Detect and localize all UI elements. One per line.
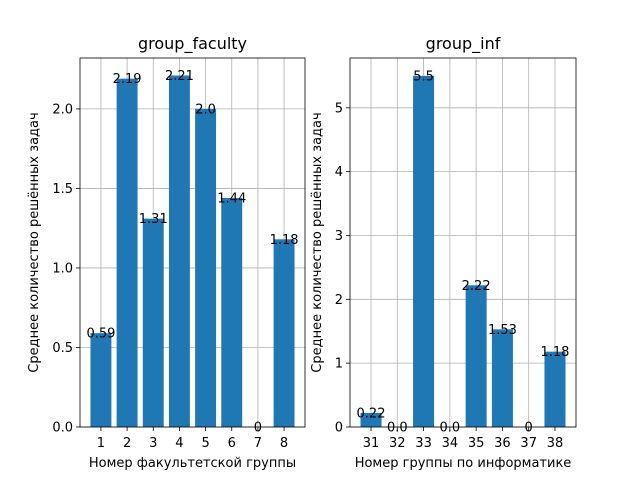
bar (90, 333, 112, 427)
y-axis-label: Среднее количество решённых задач (310, 112, 325, 372)
x-tick-label: 2 (123, 436, 131, 451)
x-tick-label: 3 (149, 436, 157, 451)
x-tick-label: 32 (389, 436, 406, 451)
x-axis-label: Номер группы по информатике (355, 456, 572, 471)
data-label: 1.18 (541, 345, 570, 360)
data-label: 0.59 (86, 327, 115, 342)
axes-frame (79, 57, 306, 428)
x-tick-label: 33 (415, 436, 432, 451)
y-tick-label: 2 (335, 293, 343, 308)
y-tick-label: 1 (335, 357, 343, 372)
y-tick-label: 2.0 (52, 102, 73, 117)
bar (142, 218, 164, 427)
y-tick-label: 0 (335, 421, 343, 436)
x-tick-label: 37 (520, 436, 537, 451)
data-label: 1.44 (217, 191, 246, 206)
axes-frame (349, 57, 577, 428)
bar (413, 75, 435, 428)
data-label: 2.19 (113, 72, 142, 87)
y-tick-label: 4 (335, 165, 343, 180)
y-tick-label: 1.5 (52, 182, 73, 197)
x-tick-label: 4 (175, 436, 183, 451)
x-tick-label: 31 (363, 436, 380, 451)
data-label: 1.18 (270, 233, 299, 248)
data-label: 0.22 (357, 406, 386, 421)
data-label: 2.22 (462, 279, 491, 294)
chart-title: group_faculty (138, 34, 247, 54)
x-tick-label: 8 (280, 436, 288, 451)
x-tick-label: 38 (547, 436, 564, 451)
y-tick-label: 3 (335, 229, 343, 244)
bar (221, 197, 243, 427)
y-axis-label: Среднее количество решённых задач (27, 112, 42, 372)
bar (116, 78, 138, 427)
bar (465, 285, 487, 427)
bar (491, 329, 513, 427)
bar (195, 108, 217, 428)
y-tick-label: 5 (335, 101, 343, 116)
x-tick-label: 5 (201, 436, 209, 451)
x-tick-label: 7 (254, 436, 262, 451)
y-tick-label: 0.5 (52, 341, 73, 356)
data-label: 1.31 (139, 212, 168, 227)
x-tick-label: 36 (494, 436, 511, 451)
x-tick-label: 1 (97, 436, 105, 451)
data-label: 2.0 (195, 102, 216, 117)
y-tick-label: 0.0 (52, 421, 73, 436)
data-label: 2.21 (165, 69, 194, 84)
bar (273, 239, 295, 427)
bar (360, 412, 382, 427)
x-tick-label: 6 (228, 436, 236, 451)
data-label: 5.5 (413, 69, 434, 84)
x-axis-label: Номер факультетской группы (89, 456, 296, 471)
bar (168, 75, 190, 427)
chart-title: group_inf (426, 34, 501, 54)
data-label: 1.53 (488, 323, 517, 338)
y-tick-label: 1.0 (52, 261, 73, 276)
x-tick-label: 34 (442, 436, 459, 451)
x-tick-label: 35 (468, 436, 485, 451)
bar (544, 351, 566, 427)
